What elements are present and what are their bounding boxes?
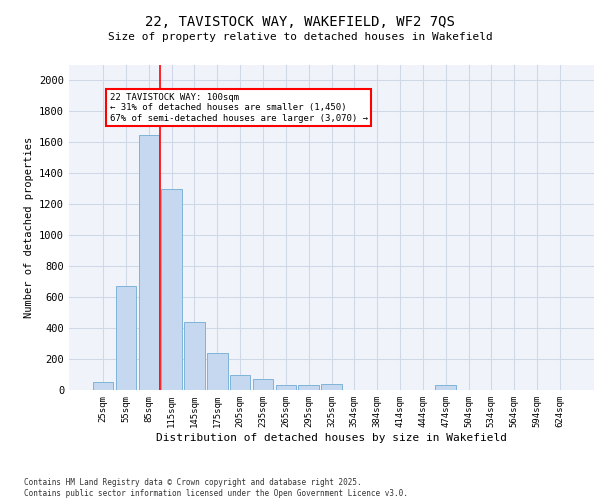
Bar [253,379,273,390]
Bar [275,386,296,390]
Text: 22, TAVISTOCK WAY, WAKEFIELD, WF2 7QS: 22, TAVISTOCK WAY, WAKEFIELD, WF2 7QS [145,15,455,29]
X-axis label: Distribution of detached houses by size in Wakefield: Distribution of detached houses by size … [156,432,507,442]
Bar [436,386,456,390]
Bar [321,384,342,390]
Bar [139,134,159,390]
Text: Size of property relative to detached houses in Wakefield: Size of property relative to detached ho… [107,32,493,42]
Y-axis label: Number of detached properties: Number of detached properties [23,137,34,318]
Bar [230,374,250,390]
Bar [116,286,136,390]
Text: Contains HM Land Registry data © Crown copyright and database right 2025.
Contai: Contains HM Land Registry data © Crown c… [24,478,408,498]
Bar [298,386,319,390]
Bar [207,353,227,390]
Text: 22 TAVISTOCK WAY: 100sqm
← 31% of detached houses are smaller (1,450)
67% of sem: 22 TAVISTOCK WAY: 100sqm ← 31% of detach… [110,93,368,122]
Bar [184,322,205,390]
Bar [161,189,182,390]
Bar [93,382,113,390]
